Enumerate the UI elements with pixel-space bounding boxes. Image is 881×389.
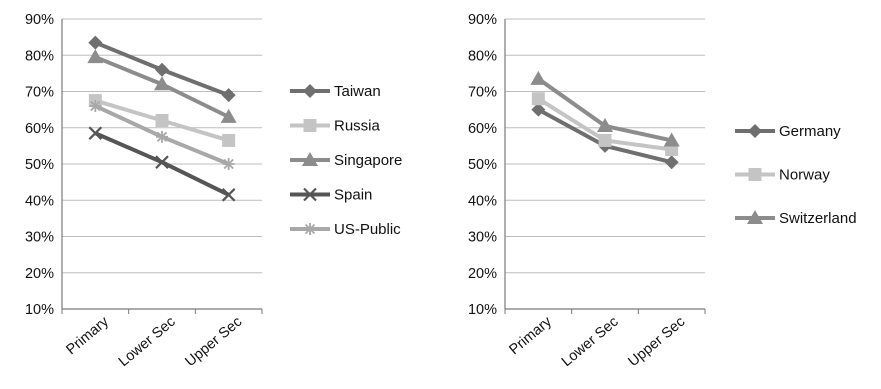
- x-tick-label: Upper Sec: [182, 314, 245, 370]
- legend-label: Spain: [334, 187, 372, 204]
- y-tick-label: 90%: [25, 12, 54, 28]
- legend-item-us-public: US-Public: [290, 221, 401, 238]
- data-point-us-public: [89, 100, 102, 112]
- data-point-russia: [222, 133, 236, 147]
- legend-item-norway: Norway: [735, 167, 830, 184]
- data-point-spain: [221, 188, 236, 202]
- data-point-germany: [531, 102, 546, 117]
- legend-marker: [748, 168, 762, 181]
- data-point-norway: [598, 133, 612, 147]
- legend-label: Germany: [779, 123, 841, 140]
- chart-left-panel: 10% 20% 30% 40% 50% 60% 70% 80% 90% Primary Lower …: [25, 12, 402, 370]
- legend-marker: [303, 119, 317, 132]
- data-point-switzerland: [597, 117, 613, 132]
- legend-label: US-Public: [334, 221, 401, 238]
- y-tick-label: 90%: [468, 12, 497, 28]
- legend-item-spain: Spain: [290, 187, 372, 204]
- legend-marker: [302, 152, 318, 166]
- legend-item-russia: Russia: [290, 118, 381, 135]
- series-singapore: [87, 49, 237, 123]
- y-tick-label: 40%: [468, 193, 497, 209]
- data-point-taiwan: [88, 35, 103, 50]
- legend-label: Norway: [779, 167, 830, 184]
- y-tick-label: 50%: [468, 157, 497, 173]
- series-us-public: [89, 100, 235, 170]
- y-tick-label: 30%: [25, 230, 54, 246]
- legend-marker: [303, 84, 317, 98]
- legend-label: Russia: [334, 118, 381, 135]
- y-tick-label: 50%: [25, 157, 54, 173]
- data-point-singapore: [87, 49, 104, 64]
- y-tick-label: 10%: [468, 302, 497, 318]
- y-tick-label: 10%: [25, 302, 54, 318]
- x-tick-label: Upper Sec: [625, 314, 688, 370]
- legend-item-singapore: Singapore: [290, 152, 402, 169]
- series-spain: [88, 126, 236, 202]
- legend-item-switzerland: Switzerland: [735, 210, 857, 227]
- data-point-norway: [531, 92, 545, 106]
- x-tick-label: Lower Sec: [116, 314, 179, 370]
- data-point-germany: [664, 155, 679, 170]
- data-point-spain: [88, 126, 103, 140]
- y-tick-label: 60%: [25, 121, 54, 137]
- data-point-singapore: [220, 108, 237, 123]
- y-tick-label: 60%: [468, 121, 497, 137]
- y-tick-label: 30%: [468, 230, 497, 246]
- legend-marker: [303, 187, 317, 202]
- x-tick-label: Primary: [63, 313, 112, 358]
- legend-item-germany: Germany: [735, 123, 841, 140]
- y-tick-label: 20%: [25, 266, 54, 282]
- data-point-russia: [155, 114, 169, 127]
- data-point-singapore: [154, 76, 170, 91]
- y-tick-label: 70%: [25, 85, 54, 101]
- data-point-us-public: [222, 158, 235, 170]
- data-point-spain: [155, 155, 169, 169]
- legend-label: Singapore: [334, 152, 402, 169]
- legend-item-taiwan: Taiwan: [290, 83, 381, 100]
- x-tick-label: Lower Sec: [559, 314, 622, 370]
- y-tick-label: 20%: [468, 266, 497, 282]
- y-tick-label: 40%: [25, 193, 54, 209]
- chart-right-panel: 10% 20% 30% 40% 50% 60% 70% 80% 90% Primary Lower …: [468, 12, 857, 370]
- data-point-switzerland: [530, 70, 547, 85]
- legend-label: Taiwan: [334, 83, 381, 100]
- data-point-switzerland: [663, 132, 680, 147]
- legend-marker: [747, 210, 763, 224]
- x-tick-label: Primary: [506, 313, 555, 358]
- legend-marker: [748, 124, 762, 138]
- data-point-us-public: [156, 130, 168, 143]
- legend-label: Switzerland: [779, 210, 857, 227]
- y-tick-label: 80%: [25, 48, 54, 64]
- y-tick-label: 70%: [468, 85, 497, 101]
- series-taiwan: [88, 35, 236, 103]
- data-point-taiwan: [155, 62, 169, 77]
- series-switzerland: [530, 70, 680, 147]
- y-tick-label: 80%: [468, 48, 497, 64]
- data-point-taiwan: [221, 88, 236, 103]
- legend-marker: [304, 223, 316, 235]
